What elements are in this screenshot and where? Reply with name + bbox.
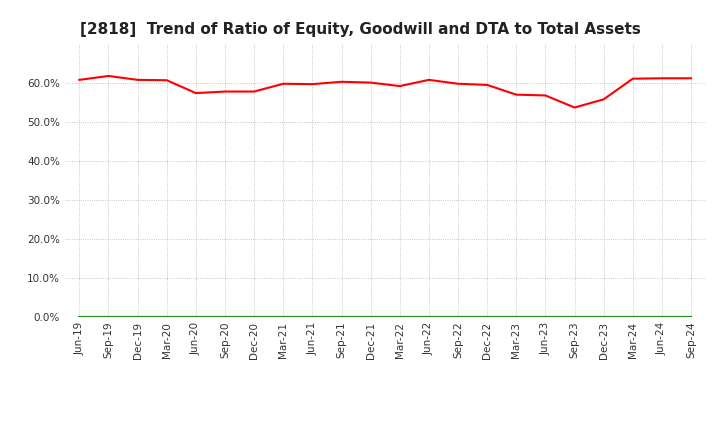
Deferred Tax Assets	[599, 314, 608, 319]
Equity	[104, 73, 113, 79]
Equity	[366, 80, 375, 85]
Equity	[337, 79, 346, 84]
Deferred Tax Assets	[308, 314, 317, 319]
Equity	[512, 92, 521, 97]
Goodwill	[570, 314, 579, 319]
Deferred Tax Assets	[570, 314, 579, 319]
Goodwill	[541, 314, 550, 319]
Goodwill	[483, 314, 492, 319]
Equity	[75, 77, 84, 82]
Goodwill	[220, 314, 229, 319]
Goodwill	[308, 314, 317, 319]
Deferred Tax Assets	[366, 314, 375, 319]
Deferred Tax Assets	[425, 314, 433, 319]
Deferred Tax Assets	[220, 314, 229, 319]
Goodwill	[279, 314, 287, 319]
Deferred Tax Assets	[75, 314, 84, 319]
Deferred Tax Assets	[163, 314, 171, 319]
Equity	[483, 82, 492, 88]
Equity	[541, 93, 550, 98]
Goodwill	[192, 314, 200, 319]
Equity	[570, 105, 579, 110]
Goodwill	[250, 314, 258, 319]
Goodwill	[366, 314, 375, 319]
Deferred Tax Assets	[192, 314, 200, 319]
Goodwill	[337, 314, 346, 319]
Equity	[308, 81, 317, 87]
Goodwill	[104, 314, 113, 319]
Goodwill	[75, 314, 84, 319]
Goodwill	[133, 314, 142, 319]
Equity	[657, 76, 666, 81]
Equity	[425, 77, 433, 82]
Deferred Tax Assets	[541, 314, 550, 319]
Deferred Tax Assets	[133, 314, 142, 319]
Equity	[192, 91, 200, 96]
Deferred Tax Assets	[687, 314, 696, 319]
Deferred Tax Assets	[395, 314, 404, 319]
Equity	[454, 81, 462, 86]
Deferred Tax Assets	[104, 314, 113, 319]
Equity	[163, 77, 171, 83]
Line: Equity: Equity	[79, 76, 691, 107]
Equity	[687, 76, 696, 81]
Deferred Tax Assets	[657, 314, 666, 319]
Text: [2818]  Trend of Ratio of Equity, Goodwill and DTA to Total Assets: [2818] Trend of Ratio of Equity, Goodwil…	[80, 22, 640, 37]
Deferred Tax Assets	[454, 314, 462, 319]
Goodwill	[425, 314, 433, 319]
Goodwill	[599, 314, 608, 319]
Equity	[629, 76, 637, 81]
Equity	[599, 97, 608, 102]
Equity	[250, 89, 258, 94]
Equity	[279, 81, 287, 86]
Deferred Tax Assets	[279, 314, 287, 319]
Deferred Tax Assets	[629, 314, 637, 319]
Goodwill	[163, 314, 171, 319]
Equity	[220, 89, 229, 94]
Deferred Tax Assets	[337, 314, 346, 319]
Equity	[133, 77, 142, 82]
Goodwill	[657, 314, 666, 319]
Deferred Tax Assets	[512, 314, 521, 319]
Deferred Tax Assets	[250, 314, 258, 319]
Equity	[395, 84, 404, 89]
Goodwill	[395, 314, 404, 319]
Deferred Tax Assets	[483, 314, 492, 319]
Goodwill	[629, 314, 637, 319]
Goodwill	[687, 314, 696, 319]
Goodwill	[512, 314, 521, 319]
Goodwill	[454, 314, 462, 319]
